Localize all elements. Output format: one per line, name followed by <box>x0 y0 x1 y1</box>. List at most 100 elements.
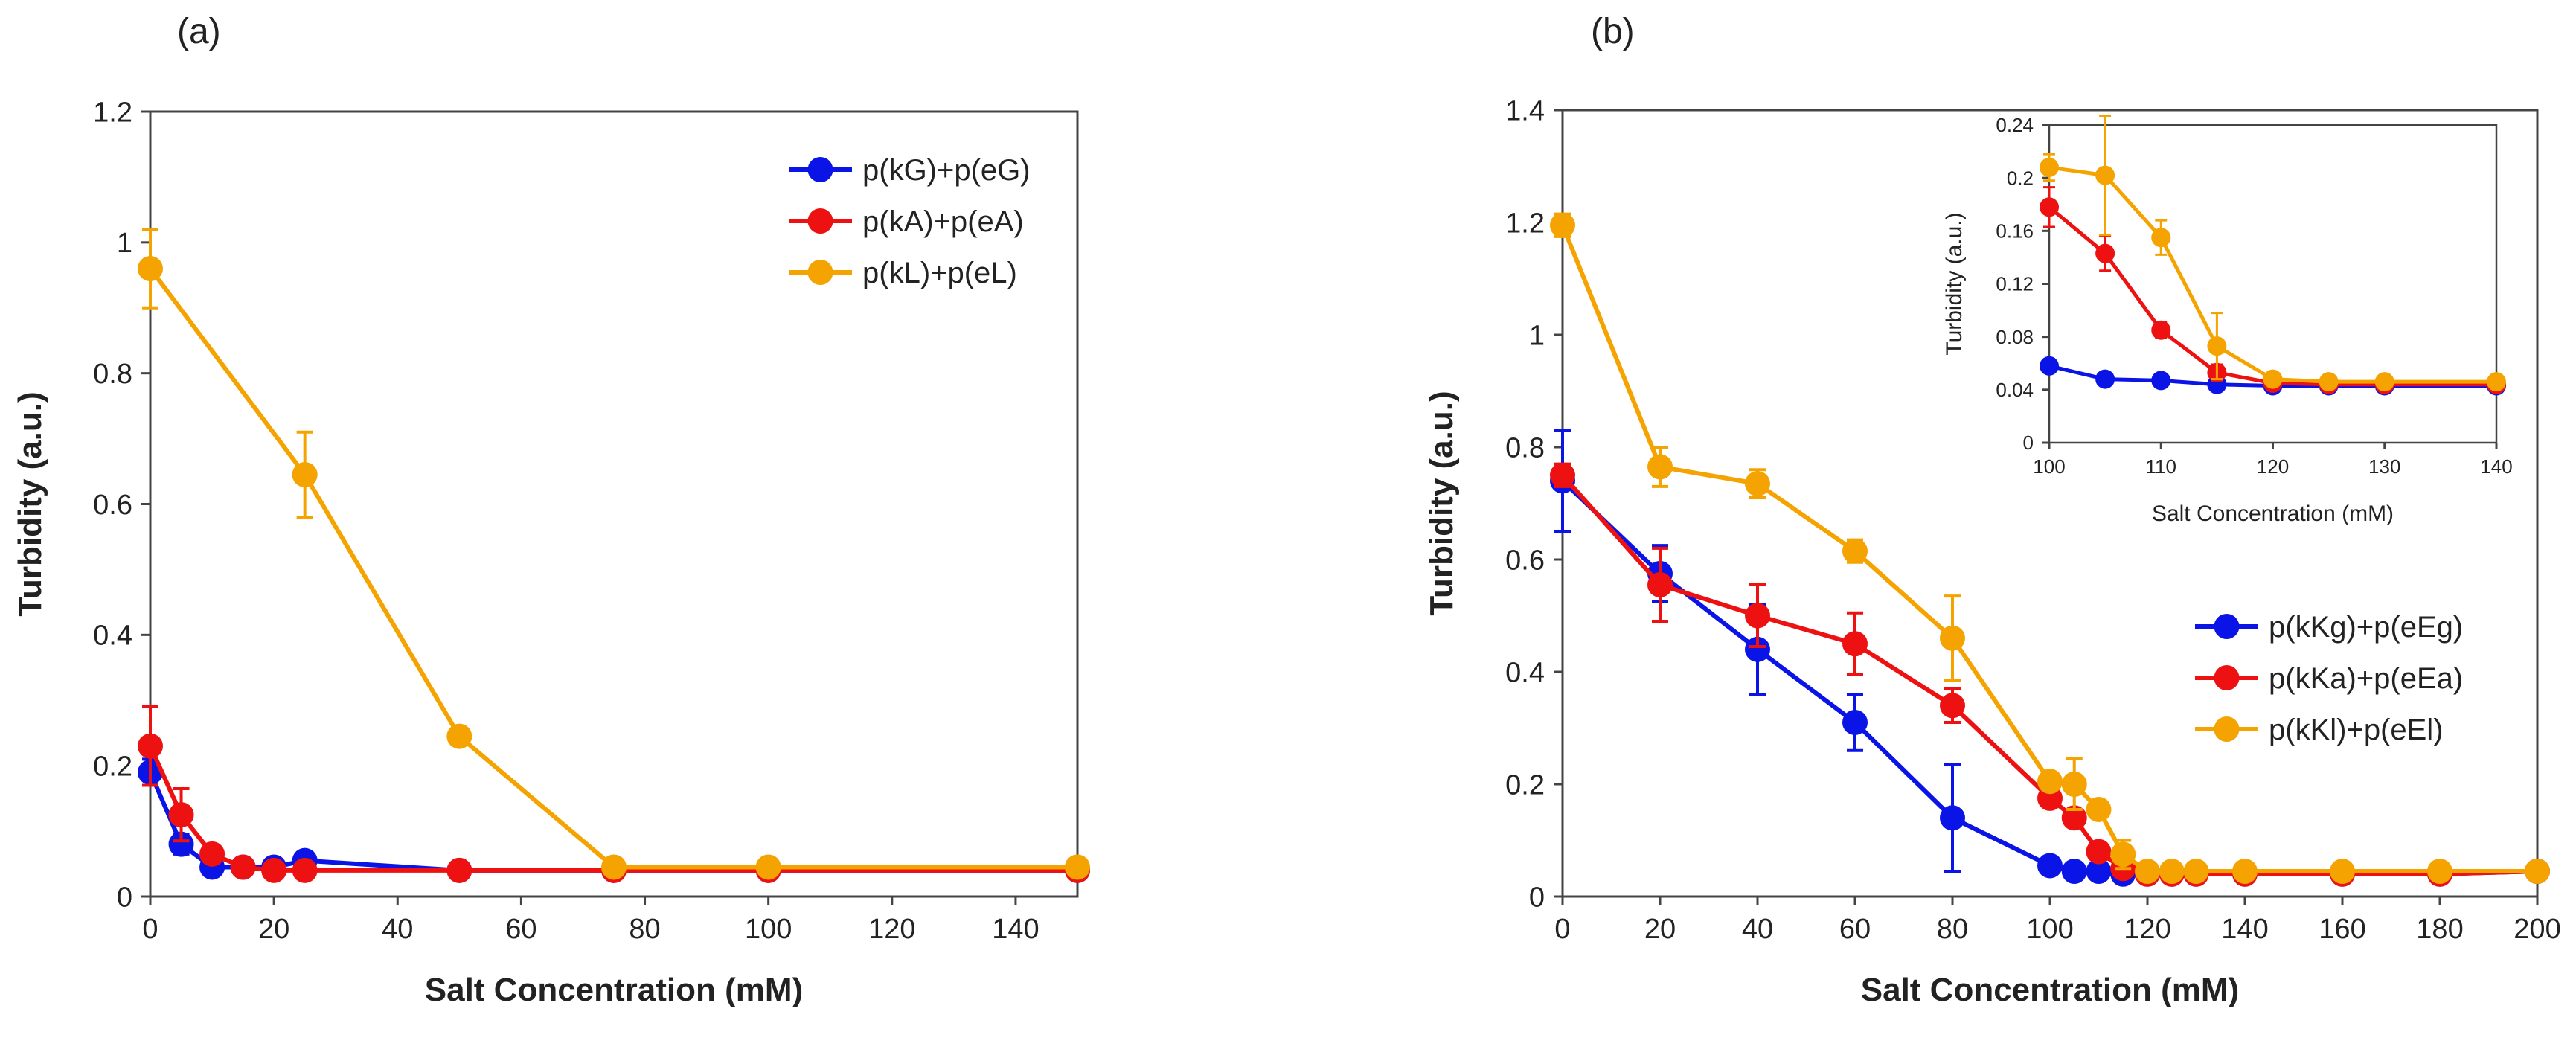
y-tick-label: 0.2 <box>2007 167 2034 189</box>
y-tick-label: 0.24 <box>1996 114 2034 136</box>
data-point <box>2061 772 2087 797</box>
x-tick-label: 200 <box>2513 914 2560 945</box>
x-tick-label: 120 <box>868 914 915 945</box>
data-point <box>601 854 627 880</box>
x-tick-label: 0 <box>142 914 158 945</box>
legend: p(kG)+p(eG) p(kA)+p(eA) p(kL)+p(eL) <box>789 154 1031 289</box>
x-tick-label: 140 <box>992 914 1039 945</box>
data-point <box>1842 709 1868 735</box>
data-point <box>2183 859 2209 885</box>
y-tick-label: 0.08 <box>1996 326 2034 348</box>
data-point <box>1940 625 1965 651</box>
y-axis-title: Turbidity (a.u.) <box>1942 212 1967 355</box>
data-point <box>2159 859 2185 885</box>
y-tick-label: 0.12 <box>1996 273 2034 295</box>
y-tick-label: 0.8 <box>1505 432 1545 464</box>
x-tick-label: 100 <box>2033 455 2065 478</box>
data-point <box>1940 805 1965 831</box>
legend-marker <box>2214 716 2240 742</box>
y-tick-label: 0.6 <box>93 490 132 521</box>
data-point <box>2374 372 2394 392</box>
x-tick-label: 120 <box>2124 914 2170 945</box>
data-point <box>1065 854 1090 880</box>
legend-marker <box>2214 665 2240 690</box>
data-point <box>138 733 163 759</box>
series-line <box>148 745 1077 873</box>
x-axis-title: Salt Concentration (mM) <box>425 972 803 1008</box>
data-point <box>2040 157 2059 177</box>
x-axis-title: Salt Concentration (mM) <box>2152 501 2394 526</box>
data-point <box>2086 859 2112 885</box>
y-tick-label: 1.4 <box>1505 95 1545 126</box>
x-tick-label: 60 <box>505 914 536 945</box>
data-point <box>168 802 194 828</box>
data-point <box>2151 371 2171 391</box>
y-tick-label: 0.8 <box>93 359 132 390</box>
data-point <box>2330 859 2355 885</box>
data-point <box>168 831 194 857</box>
data-point <box>1745 603 1770 629</box>
y-tick-label: 1 <box>117 228 132 259</box>
x-tick-label: 20 <box>258 914 289 945</box>
y-tick-label: 0.4 <box>93 621 132 652</box>
legend-label: p(kKg)+p(eEg) <box>2269 611 2463 644</box>
y-tick-label: 0.04 <box>1996 379 2034 401</box>
x-tick-label: 140 <box>2221 914 2268 945</box>
x-tick-label: 40 <box>1742 914 1773 945</box>
data-point <box>2135 859 2160 885</box>
data-point <box>446 723 472 749</box>
data-point <box>2086 796 2112 822</box>
x-tick-label: 60 <box>1839 914 1871 945</box>
panel-b: 0 20 40 60 80 100 120 140 160 180 200 0 0.2 0.4 0.6 0.8… <box>1423 12 2561 1008</box>
data-point <box>292 857 318 883</box>
x-tick-label: 40 <box>382 914 413 945</box>
data-point <box>261 857 287 883</box>
legend-label: p(kA)+p(eA) <box>862 205 1024 238</box>
panel-a: 0 20 40 60 80 100 120 140 0 0.2 0.4 0.6 0.8 1 1.2 Salt … <box>12 12 1090 1008</box>
data-point <box>2487 372 2506 392</box>
data-point <box>2040 356 2059 376</box>
data-point <box>446 857 472 883</box>
y-tick-label: 0.6 <box>1505 545 1545 576</box>
data-point <box>2095 165 2115 185</box>
legend-label: p(kG)+p(eG) <box>862 154 1031 187</box>
x-tick-label: 130 <box>2368 455 2400 478</box>
y-tick-label: 0.4 <box>1505 657 1545 688</box>
data-point <box>138 256 163 281</box>
data-point <box>2232 859 2258 885</box>
series-line <box>1560 473 2538 876</box>
x-axis-title: Salt Concentration (mM) <box>1861 972 2239 1008</box>
panel-label: (a) <box>177 12 221 51</box>
panel-label: (b) <box>1591 12 1635 51</box>
y-tick-label: 0 <box>117 882 132 913</box>
data-point <box>1550 462 1575 488</box>
y-tick-label: 1.2 <box>1505 208 1545 239</box>
x-tick-label: 160 <box>2319 914 2365 945</box>
data-point <box>2151 320 2171 340</box>
x-tick-label: 20 <box>1644 914 1676 945</box>
x-tick-label: 180 <box>2416 914 2463 945</box>
series-line <box>148 267 1077 870</box>
legend-label: p(kKa)+p(eEa) <box>2269 662 2463 695</box>
legend-marker <box>807 208 833 234</box>
data-point <box>2263 369 2283 389</box>
series-line <box>1560 224 2537 874</box>
series-2 <box>2040 186 2506 394</box>
data-point <box>1745 636 1770 662</box>
panel-b-inset: 100 110 120 130 140 0 0.04 0.08 0.12 0.16 0.2 0.24 S… <box>1942 114 2513 526</box>
y-tick-label: 0 <box>2023 432 2034 454</box>
x-tick-label: 80 <box>629 914 660 945</box>
x-tick-label: 120 <box>2257 455 2289 478</box>
y-tick-label: 1 <box>1529 320 1545 351</box>
data-point <box>2207 336 2227 356</box>
data-point <box>1940 693 1965 719</box>
data-point <box>1842 631 1868 657</box>
data-point <box>2319 372 2339 392</box>
data-point <box>2037 853 2063 879</box>
data-point <box>2110 841 2136 868</box>
y-tick-label: 0 <box>1529 882 1545 913</box>
data-point <box>2427 859 2452 885</box>
data-point <box>2086 839 2112 865</box>
x-tick-label: 100 <box>2026 914 2073 945</box>
legend-marker <box>807 260 833 285</box>
